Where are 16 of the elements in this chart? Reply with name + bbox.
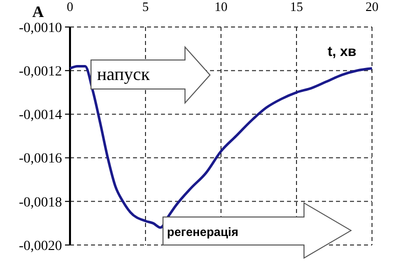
x-tick-label: 15 <box>290 0 303 14</box>
y-tick-label: -0,0016 <box>18 152 62 167</box>
x-tick-label: 10 <box>214 0 228 14</box>
y-tick-label: -0,0020 <box>18 238 62 254</box>
y-tick-label: -0,0014 <box>18 108 62 124</box>
x-tick-label: 20 <box>366 0 378 14</box>
annotation: напуск <box>97 64 150 84</box>
x-tick-label: 0 <box>66 0 74 14</box>
y-tick-label: -0,0012 <box>18 64 62 80</box>
annotation: регенерація <box>167 225 238 239</box>
y-axis-title: A <box>32 4 44 21</box>
y-tick-label: -0,0010 <box>18 20 62 36</box>
x-tick-label: 5 <box>142 0 149 14</box>
y-tick-label: -0,0018 <box>18 195 62 210</box>
x-axis-title: t, хв <box>328 43 357 59</box>
line-series <box>68 64 374 229</box>
